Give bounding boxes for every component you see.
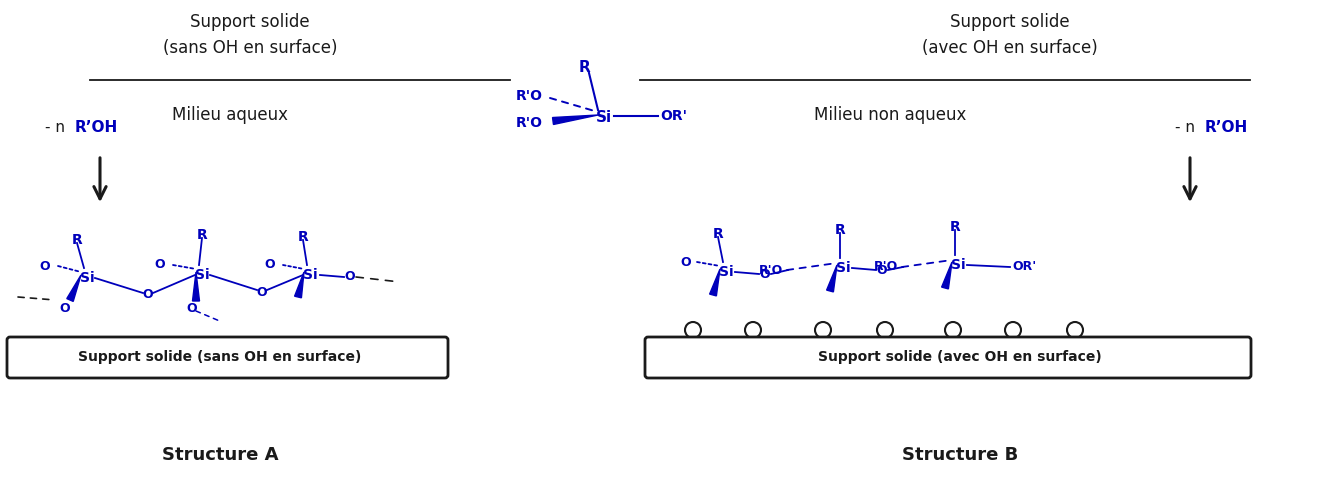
Circle shape [945, 322, 961, 338]
Text: R: R [713, 227, 724, 241]
Text: R: R [297, 230, 308, 244]
Circle shape [1066, 322, 1082, 338]
Text: O: O [40, 260, 51, 273]
Polygon shape [193, 272, 199, 301]
Text: R: R [197, 228, 207, 242]
Text: O: O [257, 286, 268, 299]
Polygon shape [709, 269, 720, 296]
Text: Support solide: Support solide [950, 13, 1070, 31]
Text: OR': OR' [660, 109, 686, 123]
Circle shape [1005, 322, 1021, 338]
Text: O: O [265, 259, 276, 272]
Polygon shape [553, 115, 598, 124]
Polygon shape [827, 265, 838, 292]
Text: R: R [579, 60, 591, 75]
Text: O: O [876, 264, 887, 276]
Text: O: O [60, 301, 71, 314]
Text: Si: Si [951, 258, 965, 272]
Text: Support solide (sans OH en surface): Support solide (sans OH en surface) [79, 350, 361, 364]
Text: Si: Si [302, 268, 317, 282]
Circle shape [685, 322, 701, 338]
Text: - n: - n [45, 120, 70, 135]
Text: Si: Si [836, 261, 851, 275]
Text: R'O: R'O [874, 261, 898, 274]
FancyBboxPatch shape [645, 337, 1251, 378]
Text: Si: Si [719, 265, 733, 279]
Circle shape [745, 322, 761, 338]
Polygon shape [942, 262, 953, 289]
Text: O: O [681, 255, 692, 268]
Polygon shape [294, 272, 304, 298]
Text: O: O [187, 302, 197, 315]
Text: R'O: R'O [516, 89, 543, 103]
Text: O: O [143, 288, 154, 301]
FancyBboxPatch shape [7, 337, 448, 378]
Text: R’OH: R’OH [1206, 120, 1248, 135]
Text: R'O: R'O [516, 116, 543, 130]
Text: Milieu aqueux: Milieu aqueux [173, 106, 288, 124]
Text: Si: Si [195, 268, 209, 282]
Text: Structure A: Structure A [162, 446, 278, 464]
Text: Si: Si [80, 271, 94, 285]
Polygon shape [67, 275, 82, 301]
Text: - n: - n [1175, 120, 1200, 135]
Circle shape [876, 322, 892, 338]
Text: Support solide: Support solide [190, 13, 310, 31]
Text: O: O [345, 271, 356, 284]
Text: R: R [950, 220, 961, 234]
Text: R: R [835, 223, 846, 237]
Circle shape [815, 322, 831, 338]
Text: R’OH: R’OH [75, 120, 118, 135]
Text: O: O [155, 259, 166, 272]
Text: (sans OH en surface): (sans OH en surface) [163, 39, 337, 57]
Text: R: R [72, 233, 83, 247]
Text: O: O [760, 267, 771, 280]
Text: OR': OR' [1012, 261, 1036, 274]
Text: Support solide (avec OH en surface): Support solide (avec OH en surface) [818, 350, 1103, 364]
Text: Structure B: Structure B [902, 446, 1018, 464]
Text: Milieu non aqueux: Milieu non aqueux [814, 106, 966, 124]
Text: (avec OH en surface): (avec OH en surface) [922, 39, 1098, 57]
Text: Si: Si [595, 110, 611, 125]
Text: R'O: R'O [759, 264, 783, 276]
